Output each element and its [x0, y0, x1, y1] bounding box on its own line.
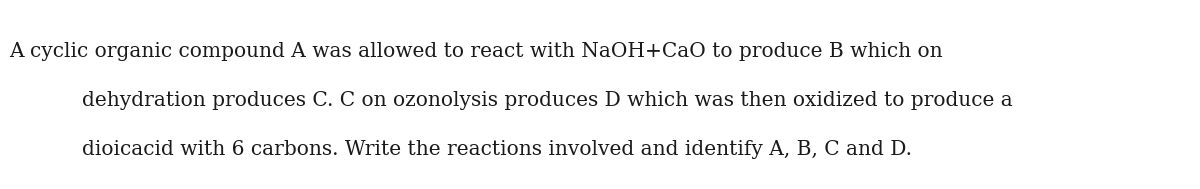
Text: A cyclic organic compound A was allowed to react with NaOH+CaO to produce B whic: A cyclic organic compound A was allowed …: [10, 42, 943, 61]
Text: dehydration produces C. C on ozonolysis produces D which was then oxidized to pr: dehydration produces C. C on ozonolysis …: [82, 91, 1013, 110]
Text: dioicacid with 6 carbons. Write the reactions involved and identify A, B, C and : dioicacid with 6 carbons. Write the reac…: [82, 140, 912, 159]
